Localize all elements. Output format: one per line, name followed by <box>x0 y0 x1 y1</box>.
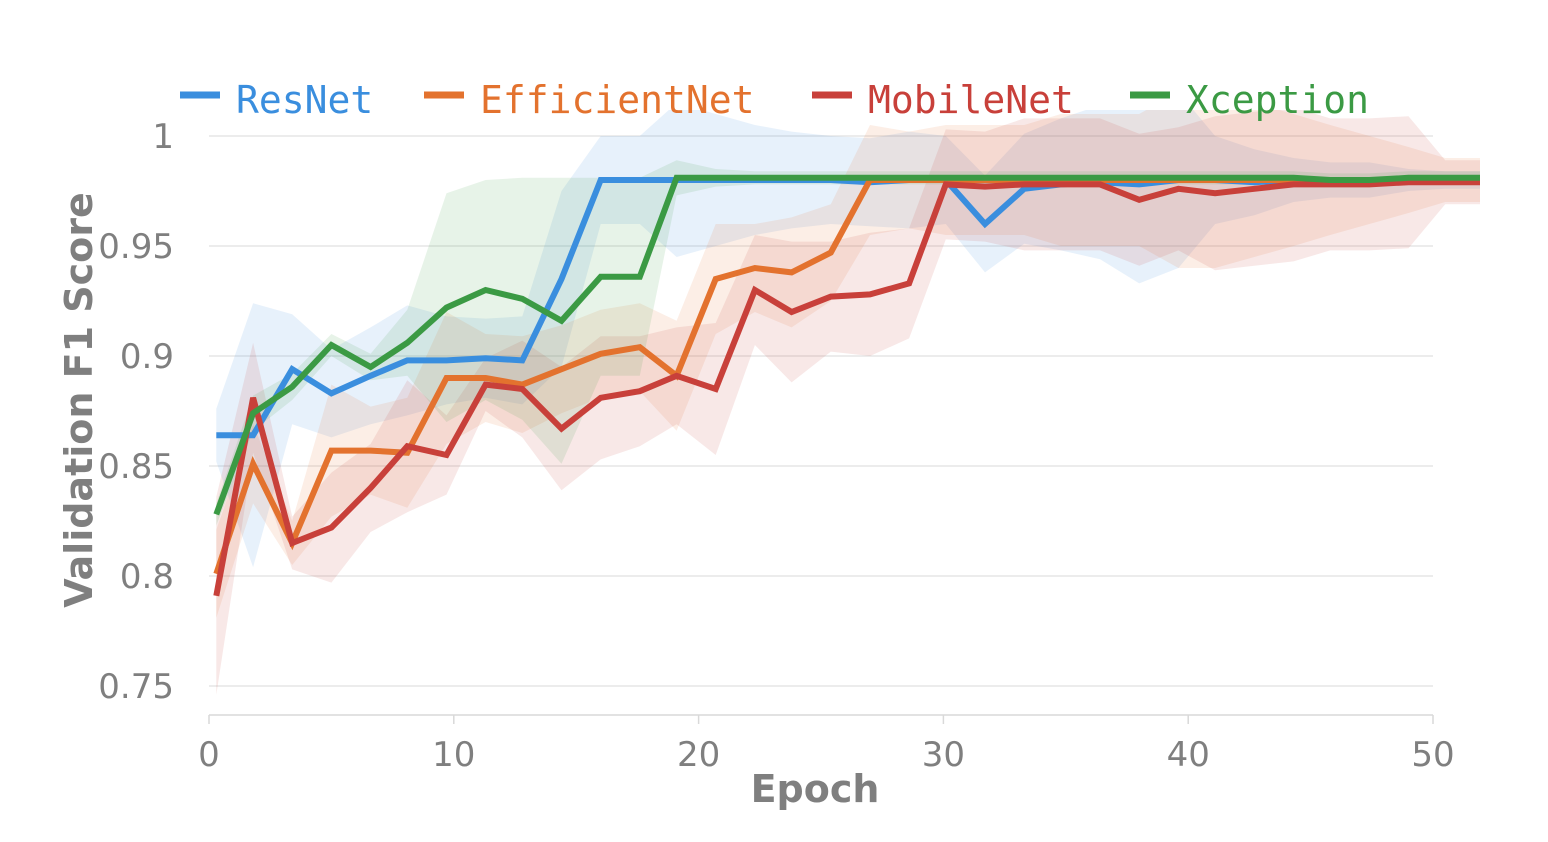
y-axis: 0.75 0.8 0.85 0.9 0.95 1 <box>98 117 174 707</box>
legend-item-xception: Xception <box>1130 78 1369 122</box>
x-tick-label: 40 <box>1167 735 1210 775</box>
band-efficientnet <box>216 110 1480 618</box>
band-resnet <box>216 110 1480 568</box>
x-tick-label: 0 <box>198 735 220 775</box>
x-tick-label: 30 <box>922 735 965 775</box>
x-tick-label: 20 <box>677 735 720 775</box>
y-tick-label: 0.95 <box>98 227 174 267</box>
band-mobilenet <box>216 110 1480 695</box>
y-tick-label: 1 <box>152 117 174 157</box>
y-tick-label: 0.8 <box>120 557 174 597</box>
legend-label: MobileNet <box>868 78 1074 122</box>
series-lines <box>213 174 1480 597</box>
legend: ResNet EfficientNet MobileNet Xception <box>180 78 1369 122</box>
x-tick-label: 50 <box>1411 735 1454 775</box>
x-axis: 0 10 20 30 40 50 <box>198 714 1455 775</box>
y-tick-label: 0.9 <box>120 337 174 377</box>
y-tick-label: 0.75 <box>98 667 174 707</box>
confidence-bands <box>216 110 1480 695</box>
y-axis-title: Validation F1 Score <box>57 192 101 608</box>
series-line-xception <box>213 174 1480 516</box>
series-line-mobilenet <box>213 179 1480 597</box>
band-xception <box>216 160 1480 526</box>
legend-label: Xception <box>1186 78 1369 122</box>
y-tick-label: 0.85 <box>98 447 174 487</box>
legend-label: ResNet <box>236 78 373 122</box>
x-axis-title: Epoch <box>751 767 880 811</box>
legend-item-efficientnet: EfficientNet <box>424 78 755 122</box>
legend-item-resnet: ResNet <box>180 78 373 122</box>
legend-item-mobilenet: MobileNet <box>812 78 1074 122</box>
x-tick-label: 10 <box>432 735 475 775</box>
legend-label: EfficientNet <box>480 78 755 122</box>
grid-lines <box>209 135 1433 687</box>
